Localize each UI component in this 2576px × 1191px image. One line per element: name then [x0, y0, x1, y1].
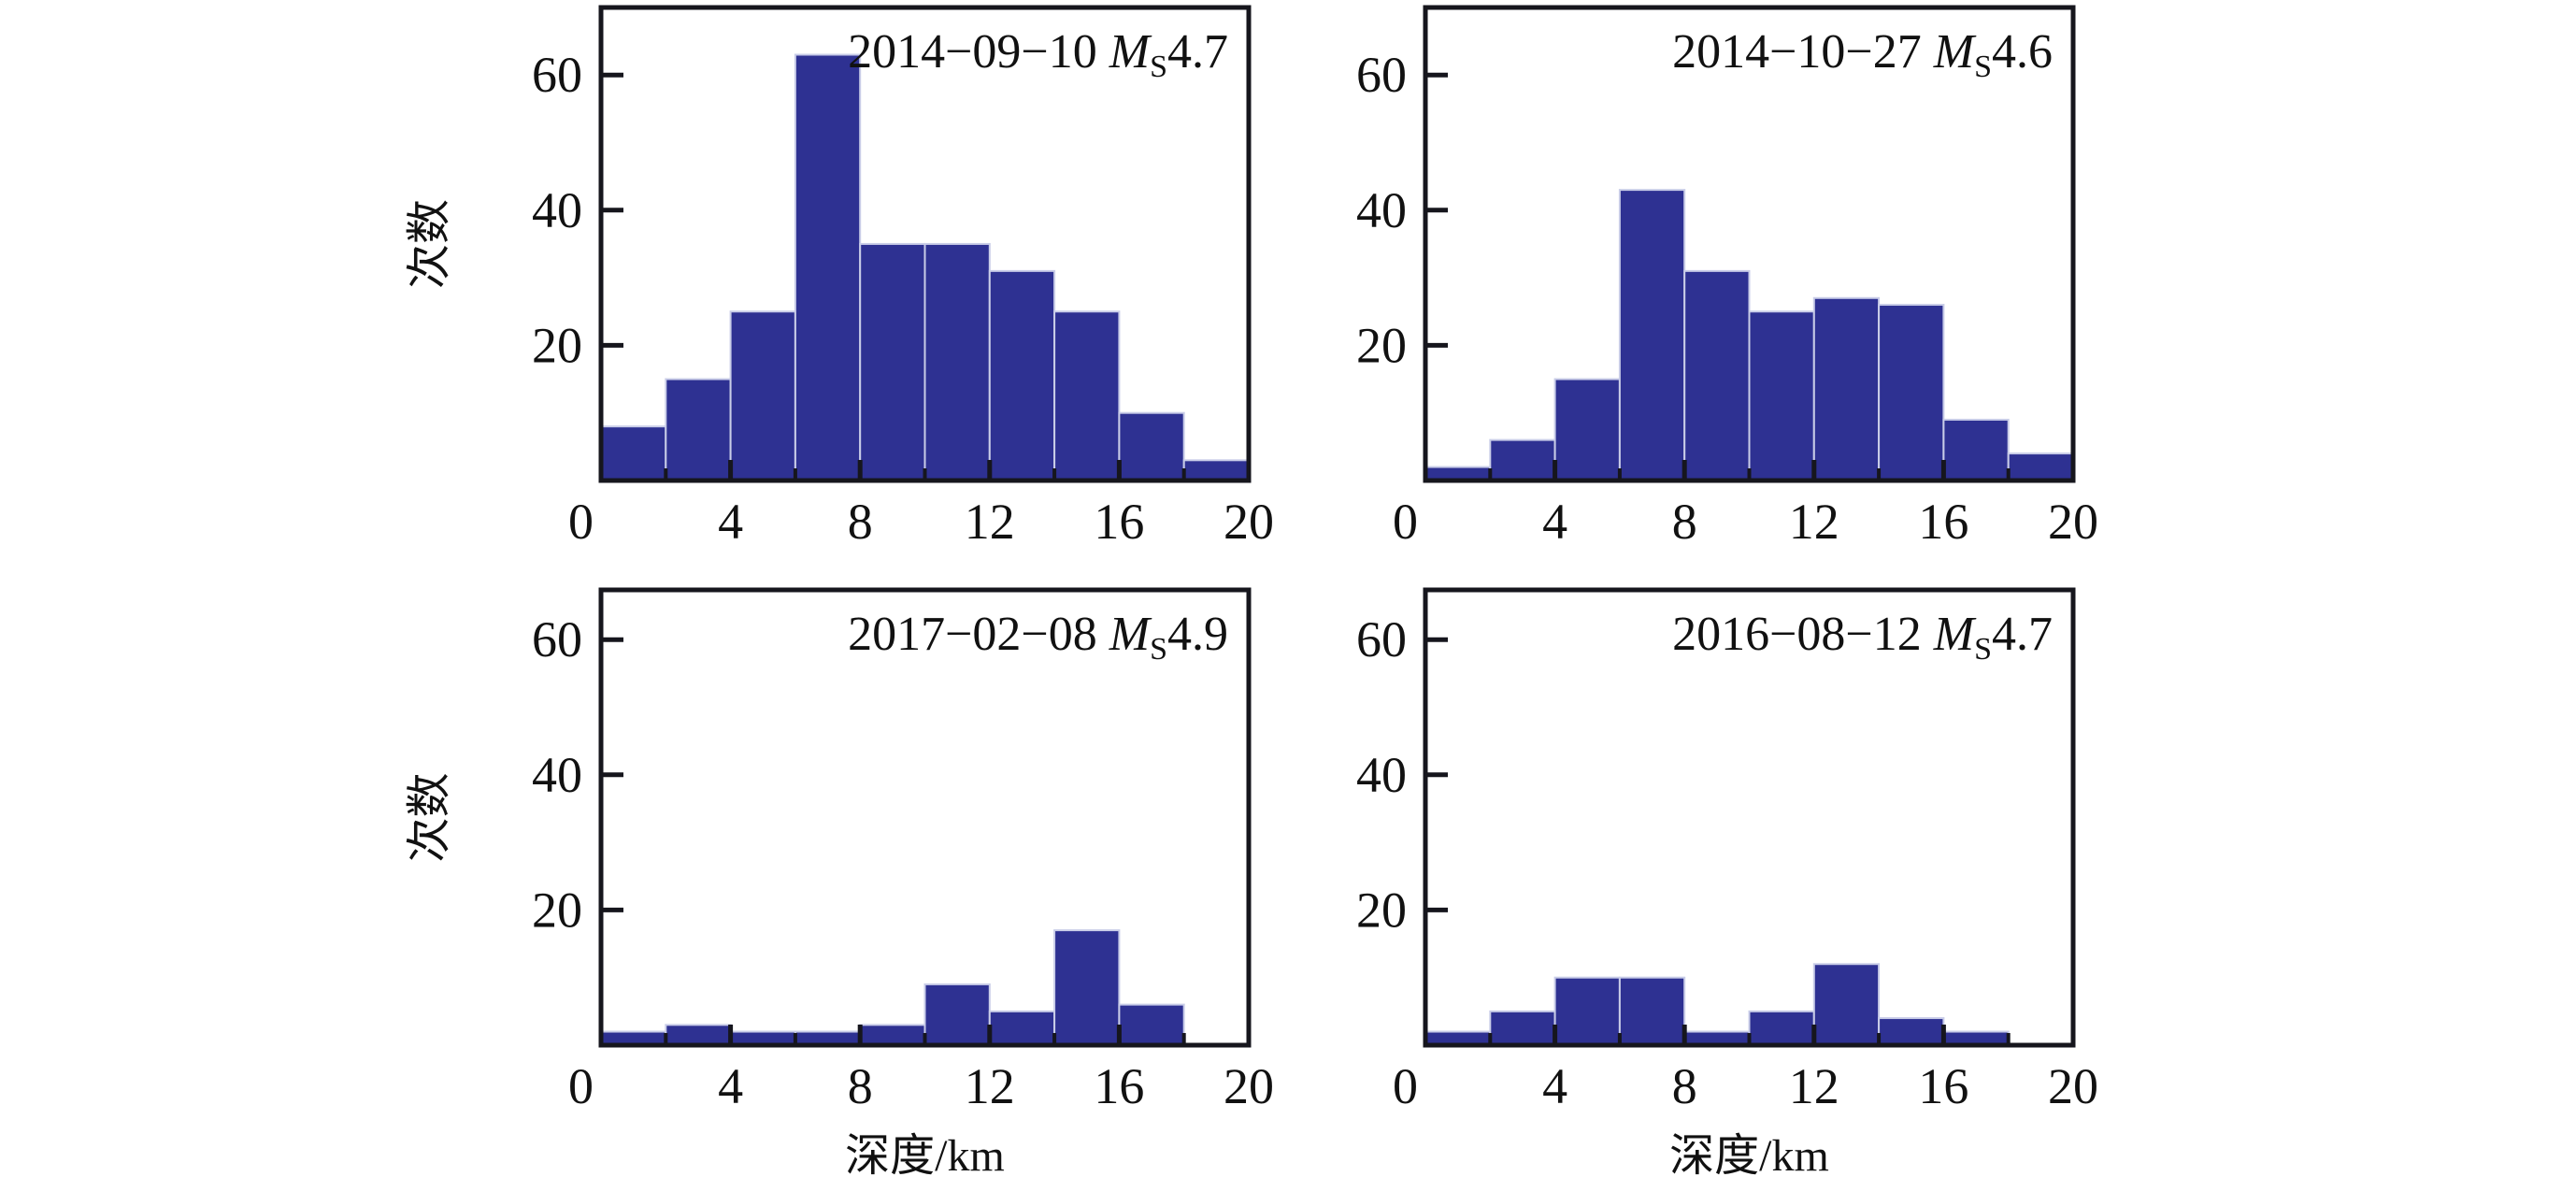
bar-bin-12-14km [988, 1010, 1056, 1046]
x-tick-label: 8 [1672, 1058, 1697, 1114]
bar-bin-8-10km [859, 1024, 926, 1047]
x-tick-label: 8 [848, 1058, 873, 1114]
x-tick-label: 4 [1542, 494, 1567, 550]
x-tick-label: 4 [718, 1058, 743, 1114]
y-axis-label: 次数 [405, 199, 454, 289]
x-tick-label: 8 [1672, 494, 1697, 550]
panel-title: 2014−09−10 MS4.7 [848, 25, 1228, 84]
y-tick-label: 20 [532, 317, 582, 373]
panel-title: 2014−10−27 MS4.6 [1672, 25, 2053, 84]
bar-bin-2-4km [665, 378, 732, 481]
x-tick-label: 20 [1224, 494, 1274, 550]
x-axis-label: 深度/km [1669, 1131, 1829, 1181]
bar-bin-2-4km [665, 1024, 732, 1047]
bar-bin-2-4km [1489, 1010, 1556, 1046]
bar-bin-8-10km [859, 242, 926, 482]
bar-bin-12-14km [1812, 296, 1881, 482]
x-tick-label: 16 [1094, 1058, 1144, 1114]
x-tick-label: 4 [718, 494, 743, 550]
bar-bin-14-16km [1878, 304, 1945, 481]
x-tick-label: 16 [1094, 494, 1144, 550]
x-tick-label: 16 [1918, 494, 1968, 550]
bar-bin-18-20km [1182, 459, 1250, 481]
x-tick-label: 12 [1789, 1058, 1839, 1114]
x-tick-label: 0 [1393, 1058, 1418, 1114]
bar-bin-16-18km [1118, 1003, 1185, 1046]
bar-bin-4-6km [1553, 378, 1621, 481]
x-tick-label: 12 [965, 1058, 1015, 1114]
y-tick-label: 20 [1356, 882, 1407, 938]
x-tick-label: 12 [1789, 494, 1839, 550]
bar-bin-16-18km [1118, 411, 1185, 482]
bar-bin-6-8km [1618, 976, 1686, 1046]
y-tick-label: 20 [1356, 317, 1407, 373]
panel-title: 2016−08−12 MS4.7 [1672, 608, 2053, 667]
y-tick-label: 40 [1356, 182, 1407, 238]
bar-bin-4-6km [729, 310, 796, 481]
bar-bin-0-2km [600, 425, 667, 482]
bar-bin-18-20km [2007, 452, 2074, 481]
x-tick-label: 16 [1918, 1058, 1968, 1114]
bar-bin-6-8km [794, 53, 862, 481]
bar-bin-2-4km [1489, 438, 1556, 481]
bar-bin-4-6km [1553, 976, 1621, 1046]
y-tick-label: 20 [532, 882, 582, 938]
bar-bin-8-10km [1683, 269, 1751, 481]
bar-bin-10-12km [1748, 1010, 1815, 1046]
bar-bin-14-16km [1878, 1017, 1945, 1046]
histogram-panel-top-right: 0 4 8 12 16 20 20 40 60 2014−10−27 MS4.6 [1356, 5, 2098, 550]
histogram-panel-bottom-right: 0 4 8 12 16 20 20 40 60 2016−08−12 MS4.7 深度/km [1356, 587, 2098, 1181]
y-axis-label: 次数 [405, 772, 454, 862]
x-tick-label: 0 [568, 494, 594, 550]
x-tick-label: 4 [1542, 1058, 1567, 1114]
x-tick-label: 0 [1393, 494, 1418, 550]
y-tick-label: 60 [532, 47, 582, 103]
x-tick-label: 20 [2048, 1058, 2098, 1114]
histogram-panel-top-left: 0 4 8 12 16 20 20 40 60 2014−09−10 MS4.7 次数 [405, 5, 1274, 550]
y-tick-label: 40 [1356, 747, 1407, 803]
bar-bin-12-14km [988, 269, 1056, 481]
x-tick-label: 8 [848, 494, 873, 550]
bar-bin-10-12km [1748, 310, 1815, 481]
y-tick-label: 60 [532, 611, 582, 667]
y-tick-label: 40 [532, 182, 582, 238]
x-tick-label: 20 [2048, 494, 2098, 550]
x-tick-label: 0 [568, 1058, 594, 1114]
x-tick-label: 20 [1224, 1058, 1274, 1114]
bar-bin-14-16km [1053, 929, 1121, 1047]
x-tick-label: 12 [965, 494, 1015, 550]
bar-bin-12-14km [1812, 963, 1881, 1046]
bar-bin-6-8km [1618, 189, 1686, 482]
bar-bin-10-12km [923, 242, 991, 482]
bar-bin-10-12km [923, 983, 991, 1047]
panel-title: 2017−02−08 MS4.9 [848, 608, 1228, 667]
y-tick-label: 40 [532, 747, 582, 803]
y-tick-label: 60 [1356, 47, 1407, 103]
x-axis-label: 深度/km [845, 1131, 1005, 1181]
y-tick-label: 60 [1356, 611, 1407, 667]
bar-bin-14-16km [1053, 310, 1121, 481]
bar-bin-16-18km [1942, 418, 2010, 481]
